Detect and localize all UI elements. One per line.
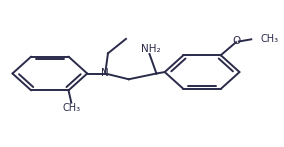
Text: CH₃: CH₃ — [62, 103, 80, 113]
Text: N: N — [101, 69, 109, 78]
Text: CH₃: CH₃ — [261, 34, 279, 44]
Text: O: O — [232, 36, 240, 46]
Text: NH₂: NH₂ — [141, 44, 161, 54]
